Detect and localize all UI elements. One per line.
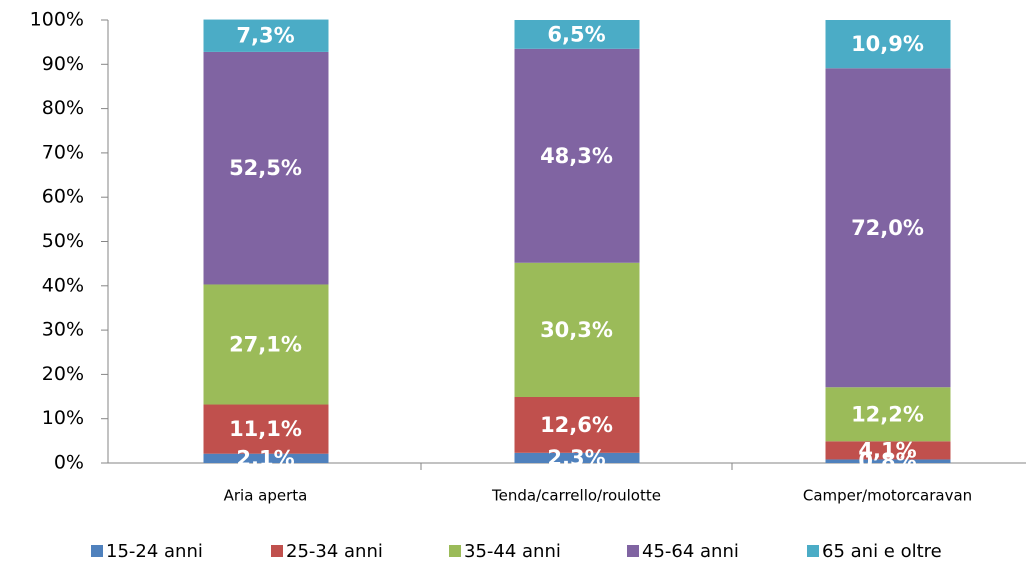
bar-segment: [203, 284, 329, 405]
bar-segment: [203, 404, 329, 454]
bar-segment: [203, 51, 329, 285]
legend-label: 65 ani e oltre: [822, 541, 942, 562]
legend-label: 25-34 anni: [286, 541, 383, 562]
data-label: 2,1%: [236, 446, 294, 470]
x-tick-label: Camper/motorcaravan: [803, 487, 972, 505]
y-tick-label: 40%: [42, 274, 84, 296]
bar-segment: [825, 441, 951, 460]
data-label: 52,5%: [229, 156, 302, 180]
data-label: 0,8%: [858, 449, 916, 473]
y-tick-label: 70%: [42, 141, 84, 163]
y-tick-label: 90%: [42, 53, 84, 75]
bar-segment: [514, 452, 640, 463]
bar-segment: [825, 68, 951, 388]
x-tick-label: Tenda/carrello/roulotte: [491, 487, 661, 505]
data-label: 7,3%: [236, 24, 294, 48]
y-tick-label: 10%: [42, 407, 84, 429]
data-label: 4,1%: [858, 438, 916, 462]
y-tick-label: 60%: [42, 186, 84, 208]
y-tick-label: 80%: [42, 97, 84, 119]
legend-swatch: [271, 545, 283, 557]
legend-swatch: [449, 545, 461, 557]
bar-segment: [203, 19, 329, 52]
bar-segment: [514, 48, 640, 263]
data-label: 12,6%: [540, 413, 613, 437]
bar-segment: [514, 20, 640, 49]
y-tick-label: 50%: [42, 230, 84, 252]
legend-swatch: [91, 545, 103, 557]
bar-segment: [825, 20, 951, 69]
data-label: 6,5%: [547, 22, 605, 46]
legend-swatch: [807, 545, 819, 557]
y-tick-label: 30%: [42, 319, 84, 341]
y-tick-label: 0%: [54, 452, 84, 474]
y-tick-label: 100%: [30, 9, 84, 31]
x-tick-label: Aria aperta: [224, 487, 308, 505]
bar-segment: [514, 262, 640, 397]
legend-label: 45-64 anni: [642, 541, 739, 562]
bar-segment: [825, 387, 951, 442]
data-label: 2,3%: [547, 446, 605, 470]
bar-segment: [825, 459, 951, 463]
data-label: 72,0%: [851, 216, 924, 240]
legend-label: 15-24 anni: [106, 541, 203, 562]
data-label: 10,9%: [851, 32, 924, 56]
data-label: 30,3%: [540, 318, 613, 342]
data-label: 11,1%: [229, 417, 302, 441]
y-tick-label: 20%: [42, 363, 84, 385]
bar-segment: [203, 453, 329, 463]
bar-segment: [514, 396, 640, 453]
data-label: 48,3%: [540, 144, 613, 168]
data-label: 27,1%: [229, 332, 302, 356]
legend-swatch: [627, 545, 639, 557]
data-label: 12,2%: [851, 402, 924, 426]
legend-label: 35-44 anni: [464, 541, 561, 562]
